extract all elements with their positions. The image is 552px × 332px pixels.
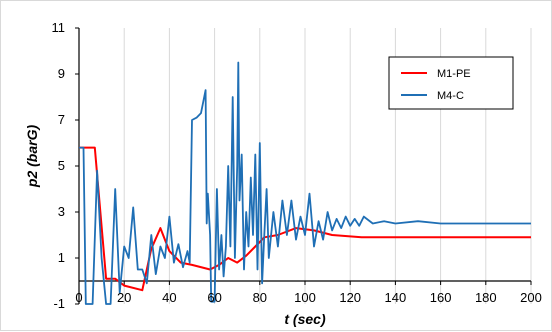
- series-line-m4-c: [79, 61, 531, 305]
- legend: M1-PE M4-C: [388, 56, 514, 110]
- x-tick-label: 60: [207, 290, 221, 305]
- x-tick-label: 80: [253, 290, 267, 305]
- legend-box: [388, 56, 514, 110]
- x-tick-label: 40: [162, 290, 176, 305]
- series-lines: [79, 61, 531, 305]
- x-tick-label: 0: [75, 290, 82, 305]
- legend-label: M1-PE: [437, 68, 471, 80]
- tick-labels: 0 20 40 60 80 100 120 140 160 180 200 -1 1 3 5 7 9 11: [52, 20, 542, 311]
- y-tick-label: 5: [58, 158, 65, 173]
- legend-label: M4-C: [437, 90, 464, 102]
- y-tick-label: 11: [52, 20, 66, 35]
- x-tick-label: 160: [430, 290, 452, 305]
- x-tick-label: 100: [294, 290, 316, 305]
- x-tick-label: 20: [117, 290, 131, 305]
- x-axis-title: t (sec): [284, 311, 326, 327]
- x-tick-label: 120: [339, 290, 361, 305]
- x-tick-label: 180: [475, 290, 497, 305]
- y-tick-label: 9: [58, 66, 65, 81]
- y-axis-title: p2 (barG): [24, 125, 40, 189]
- series-line-m1-pe: [79, 146, 531, 292]
- x-tick-label: 140: [385, 290, 407, 305]
- x-tick-label: 200: [520, 290, 542, 305]
- y-tick-label: -1: [53, 296, 65, 311]
- y-tick-label: 7: [58, 112, 65, 127]
- y-tick-label: 1: [58, 250, 65, 265]
- y-tick-label: 3: [58, 204, 65, 219]
